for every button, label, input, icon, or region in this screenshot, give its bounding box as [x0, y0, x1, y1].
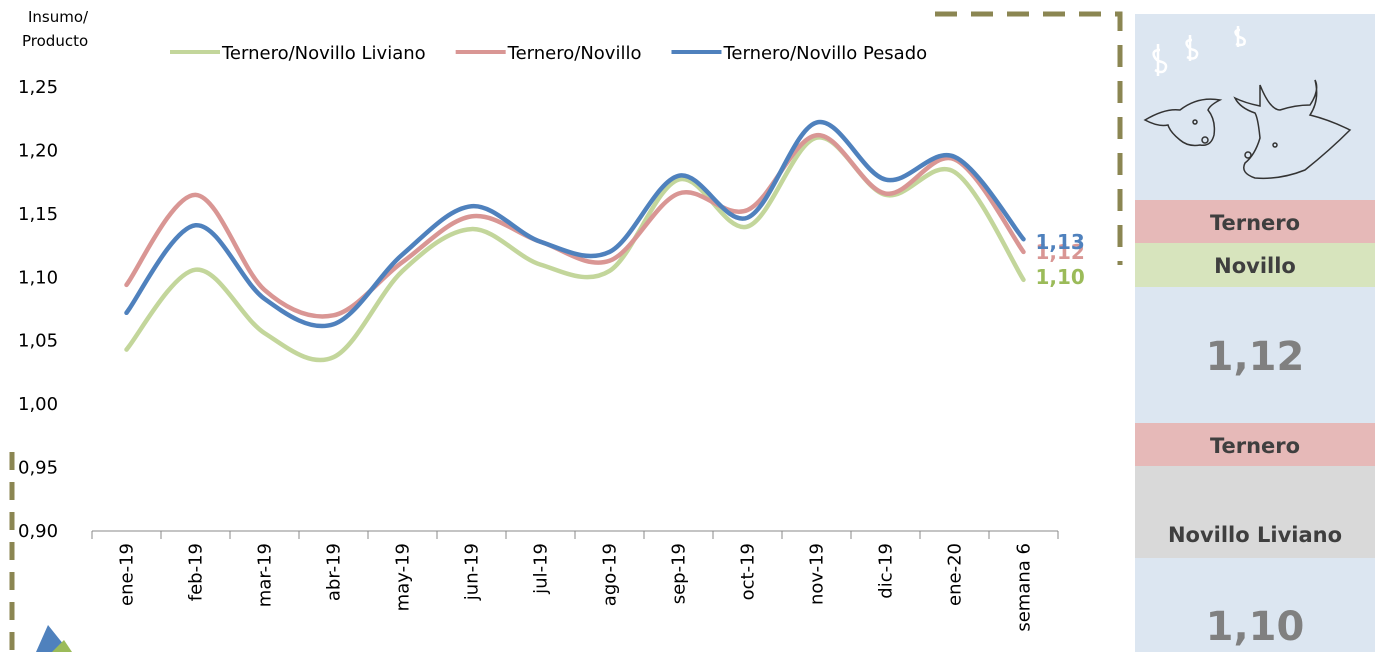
- panel-value: 1,12: [1206, 334, 1305, 380]
- y-axis-title: Insumo/Producto: [22, 8, 89, 50]
- legend-label: Ternero/Novillo: [507, 43, 642, 64]
- x-tick-label: may-19: [393, 543, 414, 611]
- panel-subtitle: Novillo Liviano: [1168, 523, 1342, 547]
- panel-subtitle: Novillo: [1214, 254, 1296, 278]
- series-line: [127, 137, 1024, 360]
- x-tick-label: sep-19: [669, 543, 690, 604]
- x-tick-label: ene-19: [117, 543, 138, 606]
- x-tick-label: jun-19: [462, 543, 483, 601]
- y-tick-label: 1,15: [18, 204, 58, 225]
- x-tick-label: feb-19: [186, 543, 207, 601]
- y-tick-label: 0,95: [18, 458, 58, 479]
- page: {"chart_data": {"type": "line", "y_label…: [0, 0, 1385, 652]
- x-tick-label: ago-19: [600, 543, 621, 606]
- x-tick-label: nov-19: [807, 543, 828, 605]
- y-tick-label: 1,10: [18, 267, 58, 288]
- series-line: [127, 122, 1024, 326]
- panel-value: 1,10: [1206, 604, 1305, 650]
- y-axis-title-line: Insumo/: [28, 8, 89, 26]
- y-tick-label: 1,20: [18, 140, 58, 161]
- y-tick-label: 0,90: [18, 521, 58, 542]
- y-tick-label: 1,05: [18, 331, 58, 352]
- legend-label: Ternero/Novillo Pesado: [722, 43, 927, 64]
- x-tick-label: jul-19: [531, 543, 552, 595]
- x-tick-label: ene-20: [945, 543, 966, 606]
- x-tick-label: dic-19: [876, 543, 897, 599]
- panel-title: Ternero: [1210, 434, 1300, 458]
- x-tick-label: mar-19: [255, 543, 276, 607]
- x-tick-label: semana 6: [1014, 543, 1035, 632]
- y-tick-label: 1,25: [18, 77, 58, 98]
- panel-title: Ternero: [1210, 211, 1300, 235]
- series-line: [127, 135, 1024, 316]
- y-axis-title-line: Producto: [22, 32, 88, 50]
- frame-decoration: [935, 14, 1120, 265]
- x-tick-label: oct-19: [738, 543, 759, 600]
- logo: [36, 625, 72, 652]
- chart: Ternero Novillo 1,12 Ternero Novillo Liv…: [0, 0, 1385, 652]
- x-tick-label: abr-19: [324, 543, 345, 601]
- value-label: 1,13: [1036, 230, 1085, 254]
- legend-label: Ternero/Novillo Liviano: [221, 43, 426, 64]
- value-label: 1,10: [1036, 265, 1085, 289]
- y-tick-label: 1,00: [18, 394, 58, 415]
